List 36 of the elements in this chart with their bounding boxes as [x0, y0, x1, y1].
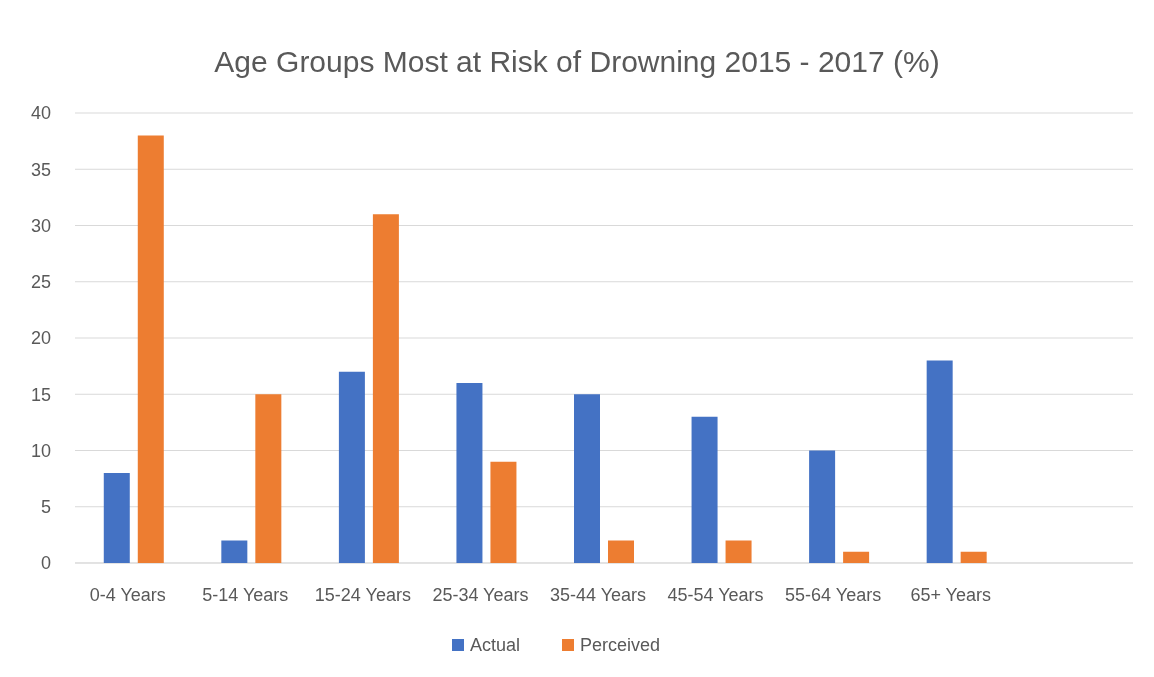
x-tick-label: 25-34 Years — [432, 585, 529, 605]
x-tick-label: 35-44 Years — [549, 585, 647, 605]
bar — [255, 394, 282, 563]
y-tick-label: 25 — [30, 272, 51, 293]
bar — [221, 540, 248, 563]
x-tick-label: 45-54 Years — [667, 585, 764, 605]
y-tick-label: 5 — [40, 497, 51, 518]
chart-title: Age Groups Most at Risk of Drowning 2015 - 2017 (%) — [214, 45, 940, 78]
bar — [926, 360, 953, 563]
bar — [574, 394, 600, 563]
bar — [103, 473, 130, 563]
bar — [691, 416, 718, 563]
y-tick-label: 10 — [30, 440, 51, 461]
x-tick-label: 0-4 Years — [89, 585, 166, 605]
bar — [608, 540, 634, 563]
bar — [490, 461, 517, 563]
x-tick-label: 15-24 Years — [314, 585, 411, 605]
y-tick-label: 35 — [30, 159, 51, 180]
bar — [456, 383, 483, 563]
y-tick-label: 15 — [30, 384, 51, 405]
bar — [338, 371, 365, 563]
y-tick-label: 30 — [30, 215, 51, 236]
bar — [843, 551, 870, 563]
y-tick-label: 40 — [30, 103, 51, 124]
legend-label: Actual — [470, 635, 521, 656]
bar — [960, 551, 987, 563]
y-tick-label: 20 — [30, 328, 51, 349]
y-tick-label: 0 — [40, 553, 51, 574]
bar — [725, 540, 752, 563]
bar — [372, 214, 399, 563]
x-tick-label: 5-14 Years — [202, 585, 289, 605]
x-tick-label: 65+ Years — [910, 585, 991, 605]
legend-label: Perceived — [580, 635, 661, 656]
bar — [137, 135, 164, 563]
bar — [809, 450, 836, 563]
x-tick-label: 55-64 Years — [785, 585, 882, 605]
